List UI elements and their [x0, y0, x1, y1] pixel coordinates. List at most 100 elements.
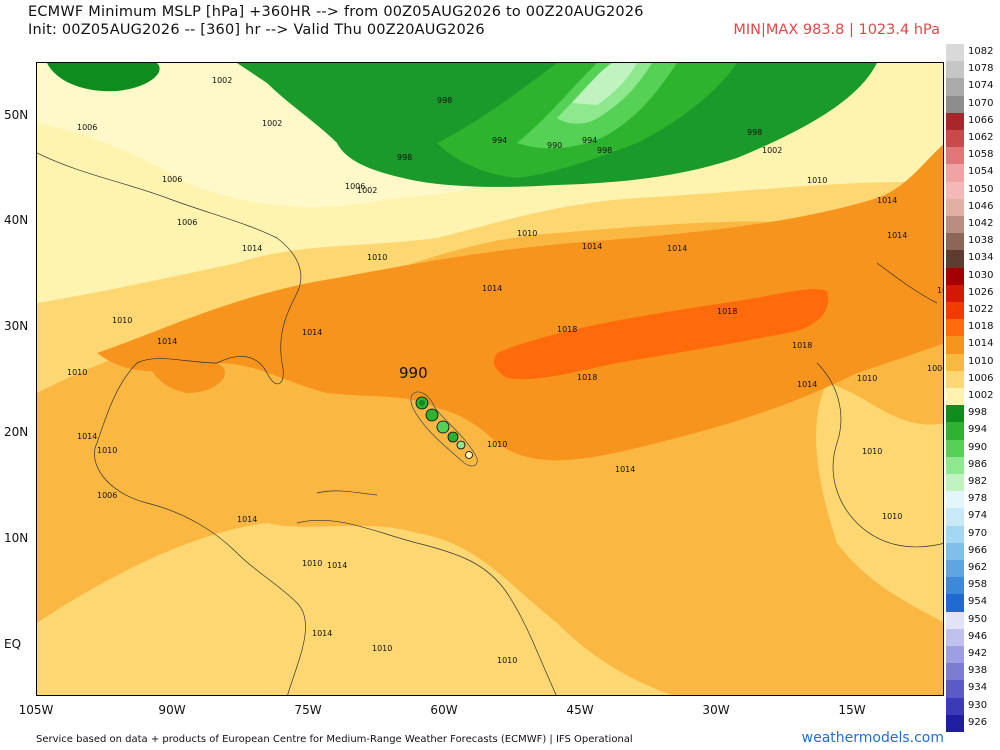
colorbar-level: 954 — [946, 594, 1000, 612]
contour-label: 998 — [397, 153, 412, 162]
colorbar-label: 926 — [968, 716, 988, 728]
contour-label: 1014 — [482, 284, 502, 293]
low-pressure-area-west — [47, 63, 160, 92]
lat-label-30n: 30N — [4, 319, 29, 333]
contour-label: 1014 — [797, 380, 817, 389]
colorbar-swatch — [946, 267, 964, 285]
lat-label-40n: 40N — [4, 213, 29, 227]
colorbar-label: 1050 — [968, 183, 994, 195]
colorbar-label: 946 — [968, 630, 988, 642]
colorbar-swatch — [946, 714, 964, 732]
contour-label: 1014 — [312, 629, 332, 638]
colorbar-swatch — [946, 319, 964, 337]
colorbar-level: 1018 — [946, 319, 1000, 337]
colorbar-label: 1054 — [968, 166, 994, 178]
colorbar-level: 1050 — [946, 181, 1000, 199]
map-subtitle: Init: 00Z05AUG2026 -- [360] hr --> Valid… — [28, 22, 485, 38]
colorbar-swatch — [946, 422, 964, 440]
colorbar-label: 1042 — [968, 218, 994, 229]
colorbar-swatch — [946, 130, 964, 148]
colorbar-level: 986 — [946, 456, 1000, 474]
contour-label: 1006 — [77, 123, 97, 132]
lon-label-75w: 75W — [294, 703, 322, 717]
colorbar-swatch — [946, 388, 964, 406]
colorbar-level: 1030 — [946, 267, 1000, 285]
colorbar-swatch — [946, 491, 964, 509]
contour-label: 998 — [747, 128, 762, 137]
colorbar-label: 994 — [968, 424, 988, 436]
colorbar-label: 966 — [968, 544, 988, 556]
contour-label: 1006 — [177, 218, 197, 227]
colorbar-label: 1066 — [968, 114, 994, 126]
colorbar-swatch — [946, 112, 964, 130]
contour-label: 1010 — [807, 176, 827, 185]
colorbar-level: 1002 — [946, 388, 1000, 406]
contour-label: 1010 — [882, 512, 902, 521]
high-pressure-cell-1018 — [494, 289, 829, 380]
low-pressure-area-982 — [572, 63, 637, 105]
colorbar-level: 950 — [946, 611, 1000, 629]
colorbar-swatch — [946, 474, 964, 492]
colorbar-level: 1070 — [946, 95, 1000, 113]
colorbar-level: 1054 — [946, 164, 1000, 182]
contour-label: 1002 — [357, 186, 377, 195]
colorbar-level: 942 — [946, 646, 1000, 664]
lat-label-50n: 50N — [4, 108, 29, 122]
contour-label: 1014 — [327, 561, 347, 570]
colorbar-swatch — [946, 181, 964, 199]
contour-label: 998 — [597, 146, 612, 155]
contour-label: 1006 — [97, 491, 117, 500]
contour-label: 1006 — [162, 175, 182, 184]
colorbar-swatch — [946, 577, 964, 595]
colorbar-swatch — [946, 61, 964, 79]
map-title: ECMWF Minimum MSLP [hPa] +360HR --> from… — [28, 4, 644, 20]
contour-label: 1010 — [517, 229, 537, 238]
colorbar-swatch — [946, 95, 964, 113]
colorbar-level: 1066 — [946, 112, 1000, 130]
colorbar-swatch — [946, 611, 964, 629]
pressure-colorbar: 1082 1078 1074 1070 1066 1062 1058 1054 1050 1046… — [946, 44, 1000, 732]
contour-label: 1014 — [77, 432, 97, 441]
colorbar-level: 990 — [946, 439, 1000, 457]
colorbar-swatch — [946, 646, 964, 664]
colorbar-label: 1082 — [968, 46, 994, 57]
colorbar-swatch — [946, 336, 964, 354]
colorbar-label: 1058 — [968, 149, 994, 161]
colorbar-swatch — [946, 353, 964, 371]
colorbar-level: 982 — [946, 474, 1000, 492]
colorbar-swatch — [946, 164, 964, 182]
contour-label: 1006 — [345, 182, 365, 191]
colorbar-swatch — [946, 542, 964, 560]
contour-label: 1010 — [862, 447, 882, 456]
colorbar-level: 938 — [946, 663, 1000, 681]
pressure-band-1014 — [97, 144, 943, 461]
colorbar-swatch — [946, 456, 964, 474]
colorbar-swatch — [946, 663, 964, 681]
colorbar-swatch — [946, 198, 964, 216]
colorbar-level: 926 — [946, 714, 1000, 732]
colorbar-label: 1034 — [968, 252, 994, 264]
colorbar-label: 1078 — [968, 63, 994, 75]
colorbar-label: 982 — [968, 476, 988, 487]
colorbar-level: 1006 — [946, 370, 1000, 388]
colorbar-label: 930 — [968, 699, 988, 711]
colorbar-level: 1042 — [946, 216, 1000, 234]
contour-label: 1018 — [557, 325, 577, 334]
colorbar-level: 1058 — [946, 147, 1000, 165]
contour-label: 1014 — [582, 242, 602, 251]
colorbar-label: 1046 — [968, 200, 994, 212]
coastlines — [37, 152, 943, 695]
colorbar-label: 986 — [968, 458, 988, 470]
contour-label: 1014 — [877, 196, 897, 205]
colorbar-swatch — [946, 594, 964, 612]
colorbar-label: 1014 — [968, 338, 994, 350]
site-link[interactable]: weathermodels.com — [801, 730, 944, 746]
colorbar-label: 958 — [968, 579, 988, 591]
colorbar-label: 1022 — [968, 304, 994, 315]
colorbar-swatch — [946, 233, 964, 251]
colorbar-label: 978 — [968, 493, 988, 505]
lat-label-10n: 10N — [4, 531, 29, 545]
colorbar-level: 946 — [946, 628, 1000, 646]
colorbar-swatch — [946, 508, 964, 526]
colorbar-label: 1026 — [968, 286, 994, 298]
